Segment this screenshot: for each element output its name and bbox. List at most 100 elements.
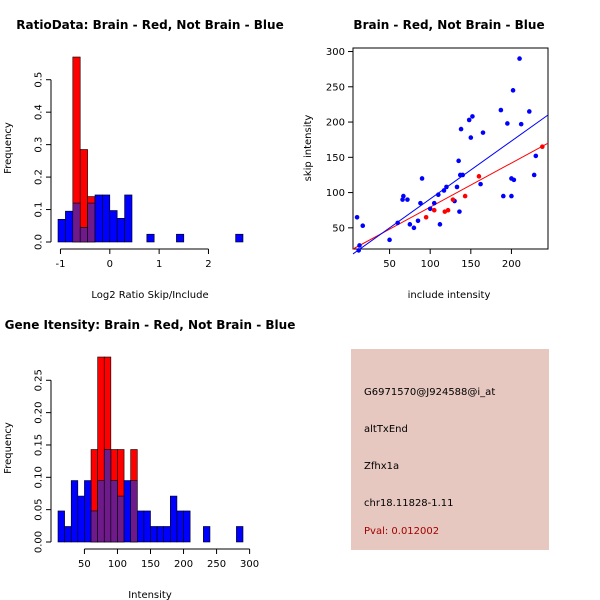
- scatter-x-tick-label: 100: [421, 259, 440, 270]
- gene-histogram-x-tick-label: 200: [174, 559, 193, 570]
- scatter-not-brain-point: [460, 172, 465, 178]
- ratio-histogram-x-tick-label: 1: [156, 259, 162, 270]
- gene-intensity-histogram: Gene Itensity: Brain - Red, Not Brain - …: [3, 318, 295, 600]
- scatter-not-brain-point: [441, 188, 447, 193]
- scatter-not-brain-point: [401, 193, 406, 199]
- scatter-fit-lines: [352, 114, 549, 255]
- gene-histogram-not-brain-bar: [70, 480, 79, 543]
- scatter-y-tick-label: 50: [332, 223, 345, 234]
- scatter-brain-point: [462, 193, 468, 199]
- gene-histogram-not-brain-bar: [130, 480, 138, 543]
- ratio-histogram-xlabel: Log2 Ratio Skip/Include: [91, 290, 208, 301]
- scatter-not-brain-point: [436, 192, 441, 197]
- ratio-histogram: RatioData: Brain - Red, Not Brain - Blue…: [3, 18, 284, 301]
- gene-histogram-y-tick-label: 0.00: [34, 531, 45, 553]
- ratio-histogram-not-brain-bar: [79, 227, 88, 243]
- gene-histogram-not-brain-bar: [183, 510, 191, 543]
- scatter-y-tick-label: 300: [326, 47, 345, 58]
- gene-histogram-axes: 50 100 150 200 250 300 0.00 0.05 0.10 0.15 0.20 0.2…: [34, 369, 260, 570]
- ratio-histogram-not-brain-bar: [87, 202, 96, 243]
- ratio-histogram-y-tick-label: 0.4: [34, 104, 45, 120]
- ratio-histogram-not-brain-bar: [72, 202, 81, 243]
- scatter-not-brain-point: [480, 130, 486, 135]
- scatter-not-brain-point: [400, 197, 405, 202]
- ratio-histogram-y-tick-label: 0.1: [34, 202, 45, 218]
- scatter-not-brain-point: [531, 172, 537, 178]
- probe-id-text: G6971570@J924588@i_at: [364, 387, 496, 398]
- ratio-histogram-ylabel: Frequency: [3, 122, 14, 174]
- gene-histogram-x-tick-label: 300: [240, 559, 259, 570]
- scatter-brain-point: [445, 207, 451, 213]
- scatter-y-tick-label: 250: [326, 82, 345, 93]
- scatter-not-brain-point: [478, 181, 483, 187]
- ratio-histogram-not-brain-bar: [57, 218, 66, 243]
- scatter-not-brain-point: [437, 222, 443, 227]
- chromosome-location-text: chr18.11828-1.11: [364, 498, 454, 509]
- gene-histogram-y-tick-label: 0.20: [34, 401, 45, 423]
- scatter-brain-point: [476, 174, 482, 179]
- scatter-ylabel: skip intensity: [303, 115, 314, 182]
- scatter-not-brain-point: [517, 56, 522, 61]
- gene-name-text: Zfhx1a: [364, 461, 400, 472]
- scatter-axes: 50 100 150 200 50 100 150 200 250 300: [326, 47, 521, 270]
- pval-text: Pval: 0.012002: [364, 526, 440, 537]
- scatter-x-tick-label: 200: [502, 259, 521, 270]
- scatter-not-brain-point: [395, 220, 400, 226]
- scatter-brain-point: [450, 197, 456, 202]
- gene-histogram-not-brain-bar: [143, 510, 151, 543]
- scatter-not-brain-point: [444, 184, 449, 190]
- gene-histogram-bars: [57, 356, 244, 543]
- ratio-histogram-title: RatioData: Brain - Red, Not Brain - Blue: [16, 18, 283, 32]
- gene-histogram-not-brain-bar: [123, 480, 131, 543]
- gene-histogram-not-brain-bar: [103, 449, 112, 543]
- scatter-not-brain-point: [511, 177, 517, 183]
- scatter-x-tick-label: 150: [461, 259, 480, 270]
- scatter-y-tick-label: 150: [326, 153, 345, 164]
- scatter-x-tick-label: 50: [383, 259, 396, 270]
- ratio-histogram-not-brain-bar: [146, 233, 155, 243]
- scatter-not-brain-point: [431, 200, 437, 206]
- scatter-not-brain-point: [456, 158, 461, 164]
- scatter-y-tick-label: 100: [326, 188, 345, 199]
- scatter-not-brain-point: [509, 193, 514, 199]
- ratio-histogram-not-brain-bar: [65, 210, 74, 243]
- gene-histogram-x-tick-label: 250: [207, 559, 226, 570]
- ratio-histogram-x-tick-label: -1: [55, 259, 65, 270]
- scatter-points: [354, 56, 545, 253]
- ratio-histogram-axes: -1 0 1 2 0.0 0.1 0.2 0.3 0.4 0.5: [34, 72, 212, 270]
- scatter-not-brain-point: [356, 248, 361, 253]
- scatter-plot-box: [352, 47, 549, 250]
- scatter-not-brain-point: [518, 121, 524, 127]
- info-panel: G6971570@J924588@i_at altTxEnd Zfhx1a ch…: [351, 349, 549, 550]
- scatter-xlabel: include intensity: [408, 290, 491, 301]
- gene-histogram-not-brain-bar: [176, 510, 184, 543]
- ratio-histogram-y-tick-label: 0.3: [34, 137, 45, 153]
- gene-histogram-not-brain-bar: [97, 480, 105, 543]
- scatter-not-brain-point: [527, 109, 532, 114]
- scatter-title: Brain - Red, Not Brain - Blue: [353, 18, 544, 32]
- gene-histogram-not-brain-bar: [150, 526, 158, 543]
- ratio-histogram-x-tick-label: 2: [205, 259, 211, 270]
- ratio-histogram-y-tick-label: 0.5: [34, 72, 45, 88]
- ratio-histogram-x-tick-label: 0: [107, 259, 113, 270]
- scatter-not-brain-point: [427, 206, 433, 212]
- scatter-not-brain-point: [466, 117, 472, 123]
- scatter-not-brain-fit-line: [352, 114, 549, 255]
- scatter-not-brain-point: [357, 243, 362, 248]
- gene-histogram-not-brain-bar: [77, 495, 85, 543]
- gene-histogram-not-brain-bar: [90, 510, 98, 543]
- scatter-not-brain-point: [387, 237, 392, 243]
- ratio-histogram-not-brain-bar: [116, 218, 125, 243]
- ratio-histogram-not-brain-bar: [176, 233, 185, 243]
- gene-histogram-y-tick-label: 0.25: [34, 369, 45, 391]
- scatter-not-brain-point: [458, 126, 464, 132]
- ratio-histogram-y-tick-label: 0.2: [34, 169, 45, 185]
- gene-histogram-x-tick-label: 50: [78, 559, 91, 570]
- gene-histogram-not-brain-bar: [236, 526, 244, 543]
- scatter-not-brain-point: [498, 107, 504, 113]
- gene-histogram-not-brain-bar: [110, 480, 118, 543]
- scatter-not-brain-point: [470, 114, 475, 119]
- scatter-not-brain-point: [407, 222, 413, 227]
- gene-histogram-ylabel: Frequency: [3, 422, 14, 474]
